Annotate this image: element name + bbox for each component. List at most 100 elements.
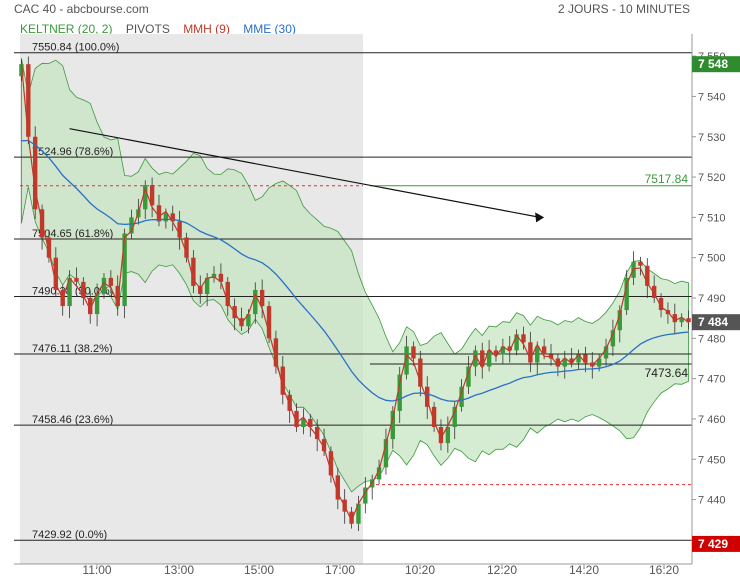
candle-body: [204, 277, 210, 294]
candle-body: [431, 406, 437, 427]
y-tick-label: 7 450: [698, 454, 726, 466]
trend-arrow-head: [535, 212, 545, 223]
candle-29: [218, 263, 224, 290]
mme-line: [21, 139, 689, 402]
x-tick-label: 11:00: [82, 563, 111, 577]
x-tick-label: 17:00: [325, 563, 355, 577]
candle-body: [583, 354, 588, 363]
candle-36: [266, 301, 272, 344]
candle-body: [246, 314, 251, 327]
candle-body: [115, 285, 120, 307]
candle-body: [363, 487, 368, 504]
candle-body: [88, 298, 93, 315]
candle-body: [638, 261, 643, 266]
legend-pivots[interactable]: PIVOTS: [125, 22, 170, 36]
candle-body: [101, 277, 107, 294]
candle-62: [445, 416, 451, 453]
candle-53: [383, 428, 389, 475]
price-tag-last-bg: [692, 314, 740, 331]
y-tick-label: 7 470: [698, 374, 726, 386]
candle-69: [493, 345, 499, 362]
x-tick-label: 14:20: [569, 563, 599, 577]
candle-79: [562, 350, 567, 379]
candle-body: [493, 350, 499, 355]
candle-body: [32, 136, 38, 210]
candle-body: [624, 277, 629, 311]
candle-body: [149, 185, 155, 206]
candle-body: [596, 358, 602, 367]
candle-55: [397, 366, 402, 423]
candle-body: [562, 358, 567, 367]
candle-97: [686, 310, 691, 330]
candle-body: [349, 511, 354, 524]
legend-keltner[interactable]: KELTNER (20, 2): [20, 22, 113, 36]
candle-body: [486, 350, 492, 367]
y-tick-label: 7 440: [698, 495, 726, 507]
candle-4: [46, 229, 52, 263]
y-tick-label: 7 540: [698, 91, 726, 103]
candle-body: [26, 64, 31, 137]
candle-body: [191, 257, 196, 286]
candle-87: [617, 305, 622, 343]
y-tick-label: 7 520: [698, 172, 726, 184]
candle-67: [480, 342, 485, 379]
candle-30: [225, 277, 230, 316]
candle-26: [198, 275, 203, 304]
price-tag-low: 7 429: [698, 537, 728, 551]
chart-title: CAC 40 - abcbourse.com: [14, 2, 149, 16]
candle-49: [356, 495, 361, 532]
legend-mmh[interactable]: MMH (9): [183, 22, 230, 36]
y-tick-label: 7 500: [698, 253, 726, 265]
trend-arrow-line: [69, 128, 541, 218]
candle-58: [418, 350, 423, 397]
x-tick-label: 10:20: [405, 563, 435, 577]
fib-label-0: 7550.84 (100.0%): [32, 42, 119, 54]
candle-81: [576, 349, 581, 370]
candle-body: [294, 410, 299, 427]
candle-body: [177, 221, 182, 238]
candle-11: [94, 283, 100, 327]
candle-body: [514, 334, 519, 351]
price-tag-high: 7 548: [698, 57, 728, 71]
candle-body: [411, 346, 416, 359]
candle-52: [376, 459, 382, 485]
candle-body: [390, 410, 396, 440]
candle-body: [53, 257, 59, 290]
keltner-band: [21, 58, 689, 493]
candle-22: [170, 205, 175, 232]
candle-body: [535, 346, 540, 363]
candle-body: [658, 298, 664, 311]
candle-body: [253, 289, 258, 315]
candle-body: [67, 277, 72, 307]
x-tick-label: 13:00: [164, 563, 194, 577]
candle-body: [473, 350, 478, 367]
candle-9: [81, 277, 86, 306]
candle-body: [569, 358, 574, 363]
candle-23: [177, 210, 182, 250]
candle-body: [541, 346, 547, 355]
candle-body: [211, 273, 217, 278]
candle-82: [583, 346, 588, 373]
price-tag-high-bg: [692, 56, 740, 73]
candle-body: [273, 338, 279, 367]
candle-38: [280, 356, 285, 405]
candle-64: [459, 379, 464, 412]
candle-body: [404, 346, 409, 375]
fib-label-2: 7504.65 (61.8%): [32, 228, 113, 240]
candle-5: [53, 247, 59, 298]
candle-90: [638, 256, 643, 276]
candle-39: [287, 389, 292, 423]
candle-body: [46, 237, 52, 258]
candle-body: [266, 306, 272, 339]
candle-96: [679, 313, 684, 328]
legend-mme[interactable]: MME (30): [243, 22, 296, 36]
candle-body: [645, 265, 650, 286]
candle-body: [156, 205, 162, 222]
mmh-line: [20, 64, 689, 522]
candle-body: [507, 346, 512, 351]
candle-95: [672, 303, 678, 335]
candle-86: [610, 319, 616, 357]
candle-35: [259, 279, 265, 319]
candle-8: [74, 267, 79, 287]
